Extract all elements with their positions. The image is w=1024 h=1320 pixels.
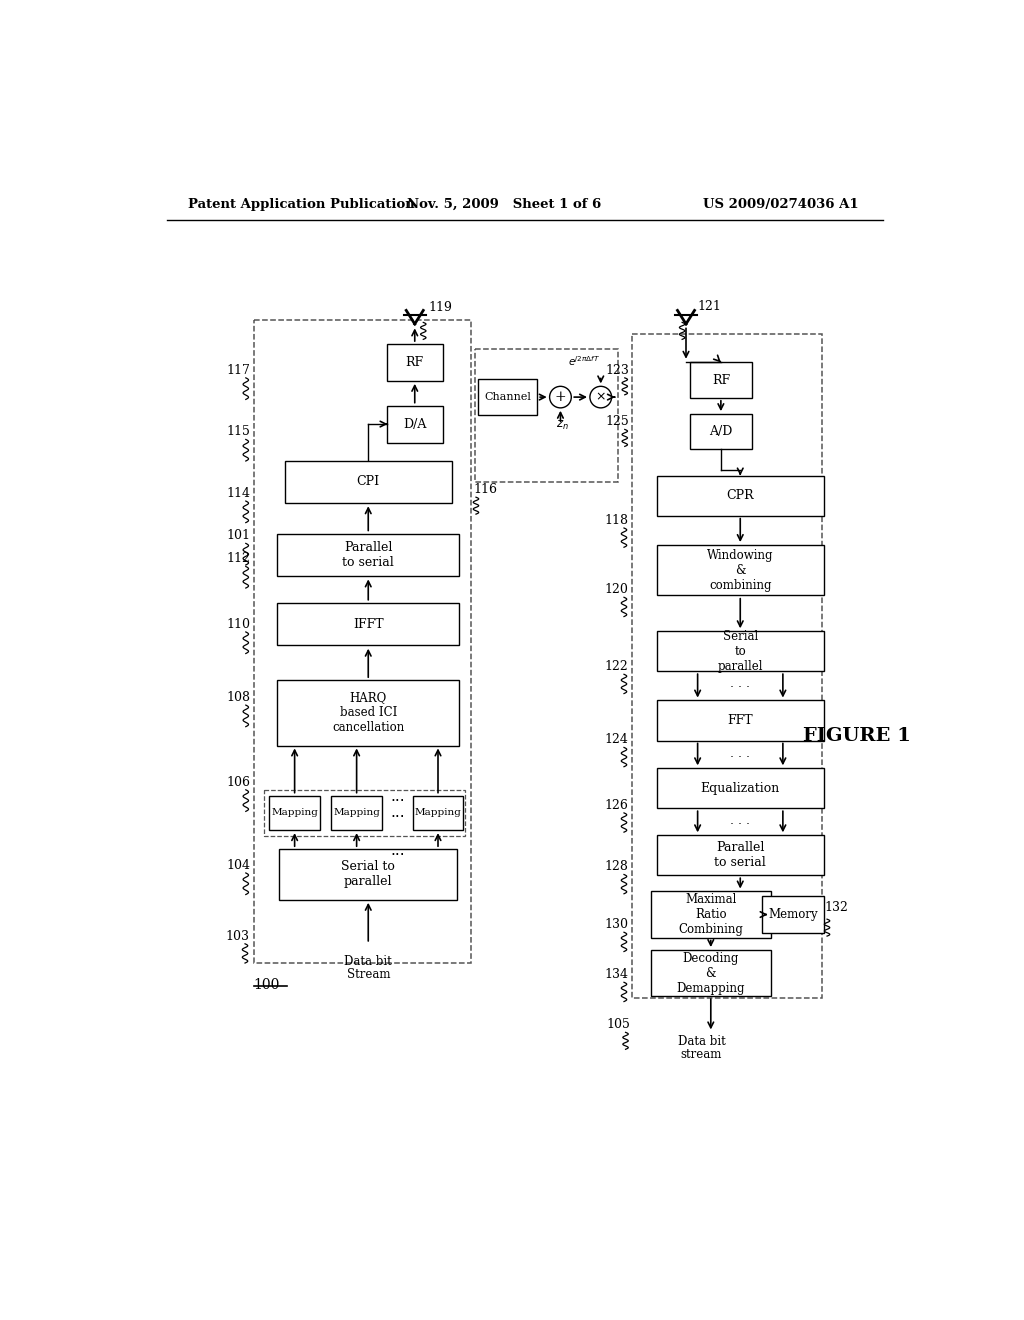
Text: 108: 108	[226, 690, 251, 704]
Text: Stream: Stream	[346, 969, 390, 982]
Text: A/D: A/D	[710, 425, 732, 438]
Text: +: +	[555, 391, 566, 404]
Text: 105: 105	[606, 1018, 630, 1031]
Text: Windowing
&
combining: Windowing & combining	[707, 549, 773, 591]
Text: 115: 115	[226, 425, 251, 438]
FancyBboxPatch shape	[413, 796, 463, 830]
Text: Data bit: Data bit	[344, 956, 392, 969]
Text: 122: 122	[605, 660, 629, 673]
FancyBboxPatch shape	[657, 475, 823, 516]
FancyBboxPatch shape	[657, 836, 823, 875]
Text: 132: 132	[824, 902, 848, 915]
FancyBboxPatch shape	[690, 363, 752, 397]
Text: 104: 104	[226, 859, 251, 871]
Text: Mapping: Mapping	[415, 808, 462, 817]
Text: 134: 134	[604, 968, 629, 981]
FancyBboxPatch shape	[278, 533, 460, 576]
FancyBboxPatch shape	[387, 345, 442, 381]
Text: Data bit: Data bit	[678, 1035, 725, 1048]
Text: 119: 119	[429, 301, 453, 314]
Text: ...: ...	[390, 805, 406, 821]
Text: D/A: D/A	[403, 417, 426, 430]
Text: . . .: . . .	[730, 747, 751, 760]
Text: 106: 106	[226, 776, 251, 788]
Text: RF: RF	[406, 356, 424, 370]
Text: 126: 126	[605, 799, 629, 812]
FancyBboxPatch shape	[657, 545, 823, 595]
Text: 128: 128	[605, 861, 629, 874]
Text: Parallel
to serial: Parallel to serial	[342, 541, 394, 569]
Text: RF: RF	[712, 374, 730, 387]
Text: FFT: FFT	[727, 714, 753, 727]
Text: Decoding
&
Demapping: Decoding & Demapping	[677, 952, 745, 994]
FancyBboxPatch shape	[278, 603, 460, 645]
FancyBboxPatch shape	[332, 796, 382, 830]
FancyBboxPatch shape	[632, 334, 821, 998]
Text: Patent Application Publication: Patent Application Publication	[188, 198, 415, 211]
Text: 117: 117	[226, 363, 251, 376]
Text: 101: 101	[226, 529, 251, 543]
Text: Mapping: Mapping	[333, 808, 380, 817]
FancyBboxPatch shape	[254, 321, 471, 964]
FancyBboxPatch shape	[650, 950, 771, 997]
FancyBboxPatch shape	[762, 896, 824, 933]
Text: Serial to
parallel: Serial to parallel	[341, 861, 395, 888]
Text: 123: 123	[605, 363, 630, 376]
FancyBboxPatch shape	[478, 379, 538, 414]
Text: FIGURE 1: FIGURE 1	[803, 727, 910, 744]
FancyBboxPatch shape	[269, 796, 319, 830]
Text: stream: stream	[681, 1048, 722, 1061]
Text: US 2009/0274036 A1: US 2009/0274036 A1	[703, 198, 859, 211]
Text: CPR: CPR	[726, 490, 754, 502]
Text: 130: 130	[604, 917, 629, 931]
FancyBboxPatch shape	[657, 701, 823, 741]
Text: 124: 124	[605, 733, 629, 746]
Text: 103: 103	[225, 929, 250, 942]
Text: 120: 120	[605, 583, 629, 597]
Text: 116: 116	[474, 483, 498, 496]
FancyBboxPatch shape	[285, 461, 452, 503]
Text: Channel: Channel	[484, 392, 531, 403]
FancyBboxPatch shape	[690, 414, 752, 449]
FancyBboxPatch shape	[280, 850, 458, 899]
Text: Parallel
to serial: Parallel to serial	[715, 841, 766, 870]
Text: Serial
to
parallel: Serial to parallel	[718, 630, 763, 673]
FancyBboxPatch shape	[657, 768, 823, 808]
Text: Equalization: Equalization	[700, 781, 780, 795]
Text: Mapping: Mapping	[271, 808, 318, 817]
Text: $\times$: $\times$	[595, 391, 606, 404]
Text: 112: 112	[226, 552, 251, 565]
Text: 100: 100	[254, 978, 280, 993]
Text: ...: ...	[390, 789, 406, 804]
FancyBboxPatch shape	[263, 789, 465, 836]
Text: Memory: Memory	[768, 908, 818, 921]
FancyBboxPatch shape	[387, 405, 442, 442]
FancyBboxPatch shape	[475, 350, 617, 482]
FancyBboxPatch shape	[278, 680, 460, 746]
FancyBboxPatch shape	[657, 631, 823, 671]
Text: ...: ...	[390, 843, 406, 858]
Text: 125: 125	[605, 416, 630, 428]
Text: . . .: . . .	[730, 677, 751, 690]
Text: 114: 114	[226, 487, 251, 500]
Text: Nov. 5, 2009   Sheet 1 of 6: Nov. 5, 2009 Sheet 1 of 6	[407, 198, 601, 211]
Text: . . .: . . .	[730, 814, 751, 828]
Text: Maximal
Ratio
Combining: Maximal Ratio Combining	[678, 894, 743, 936]
Text: CPI: CPI	[356, 475, 380, 488]
Text: $z_n$: $z_n$	[556, 418, 568, 432]
Text: $e^{j2\pi\Delta fT}$: $e^{j2\pi\Delta fT}$	[567, 355, 600, 368]
Text: 110: 110	[226, 618, 251, 631]
Text: IFFT: IFFT	[353, 618, 384, 631]
FancyBboxPatch shape	[650, 891, 771, 937]
Text: 118: 118	[604, 513, 629, 527]
Text: HARQ
based ICI
cancellation: HARQ based ICI cancellation	[332, 692, 404, 734]
Text: 121: 121	[697, 300, 722, 313]
